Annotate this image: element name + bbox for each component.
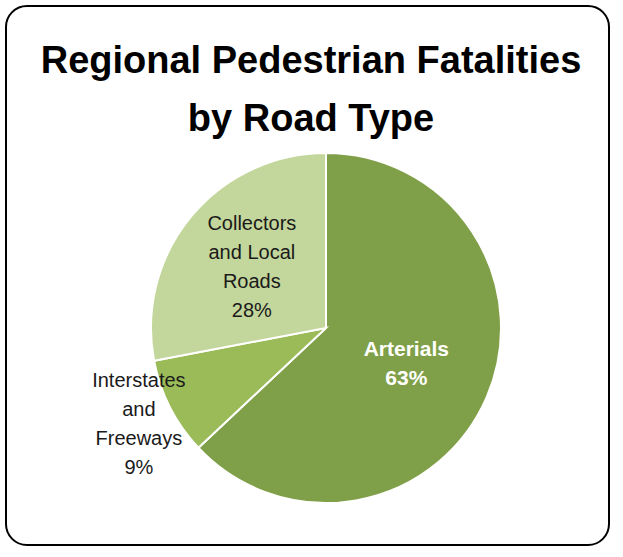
svg-text:InterstatesandFreeways9%: InterstatesandFreeways9% (92, 369, 185, 478)
svg-text:Arterials63%: Arterials63% (364, 337, 449, 389)
svg-text:Collectorsand LocalRoads28%: Collectorsand LocalRoads28% (207, 212, 296, 321)
html-text:Regional Pedestrian Fatalities: Regional Pedestrian Fatalities by Road T… (40, 39, 582, 139)
